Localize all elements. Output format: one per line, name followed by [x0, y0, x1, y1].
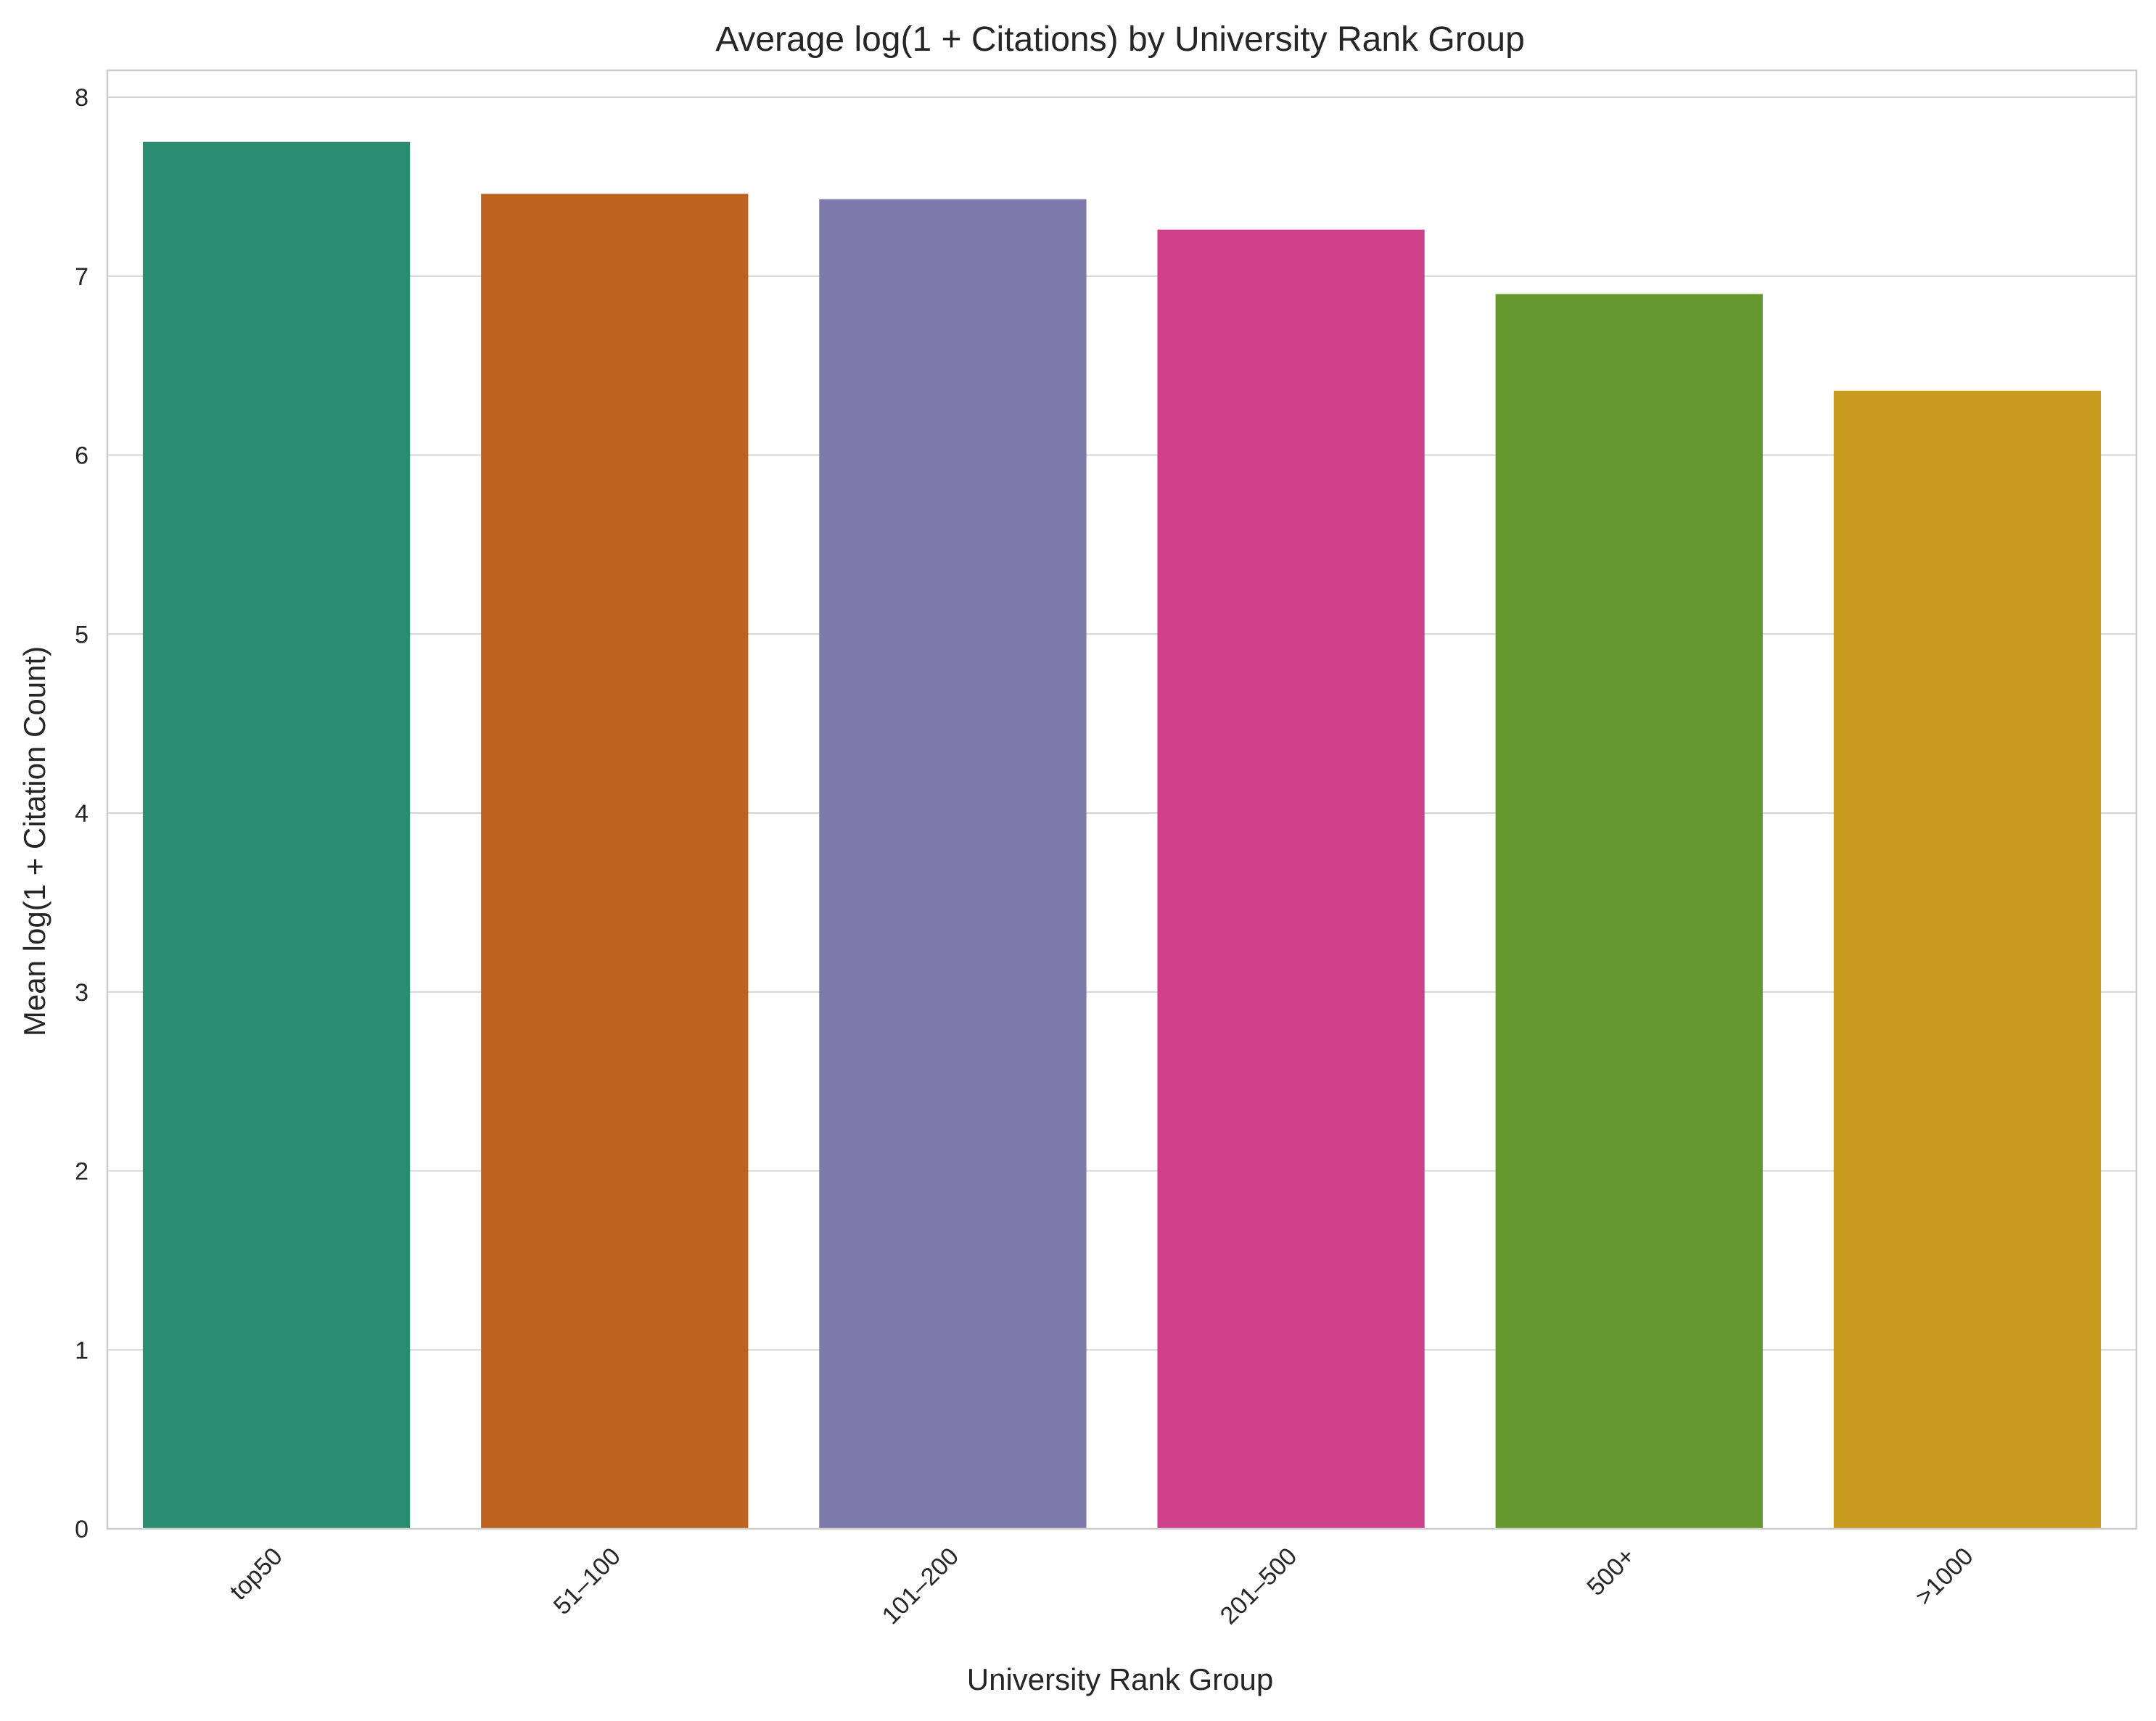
chart-title: Average log(1 + Citations) by University…	[715, 20, 1525, 59]
bars	[142, 141, 2102, 1530]
y-tick-label: 6	[75, 442, 89, 470]
y-tick-label: 5	[75, 621, 89, 648]
bar-2	[819, 199, 1087, 1529]
y-tick-label: 7	[75, 263, 89, 291]
y-tick-labels: 0 1 2 3 4 5 6 7 8	[75, 84, 89, 1543]
y-tick-label: 1	[75, 1337, 89, 1364]
bar-5	[1833, 390, 2102, 1530]
y-axis-label: Mean log(1 + Citation Count)	[17, 646, 52, 1036]
bar-3	[1157, 229, 1425, 1529]
x-axis-label: University Rank Group	[967, 1662, 1273, 1696]
plot-frame	[106, 69, 2138, 1530]
y-tick-label: 3	[75, 979, 89, 1007]
bar-4	[1495, 294, 1763, 1530]
bar-0	[142, 141, 411, 1530]
y-tick-label: 4	[75, 800, 89, 828]
y-tick-label: 8	[75, 84, 89, 112]
y-tick-label: 0	[75, 1516, 89, 1543]
bar-1	[481, 194, 749, 1529]
y-tick-label: 2	[75, 1158, 89, 1186]
